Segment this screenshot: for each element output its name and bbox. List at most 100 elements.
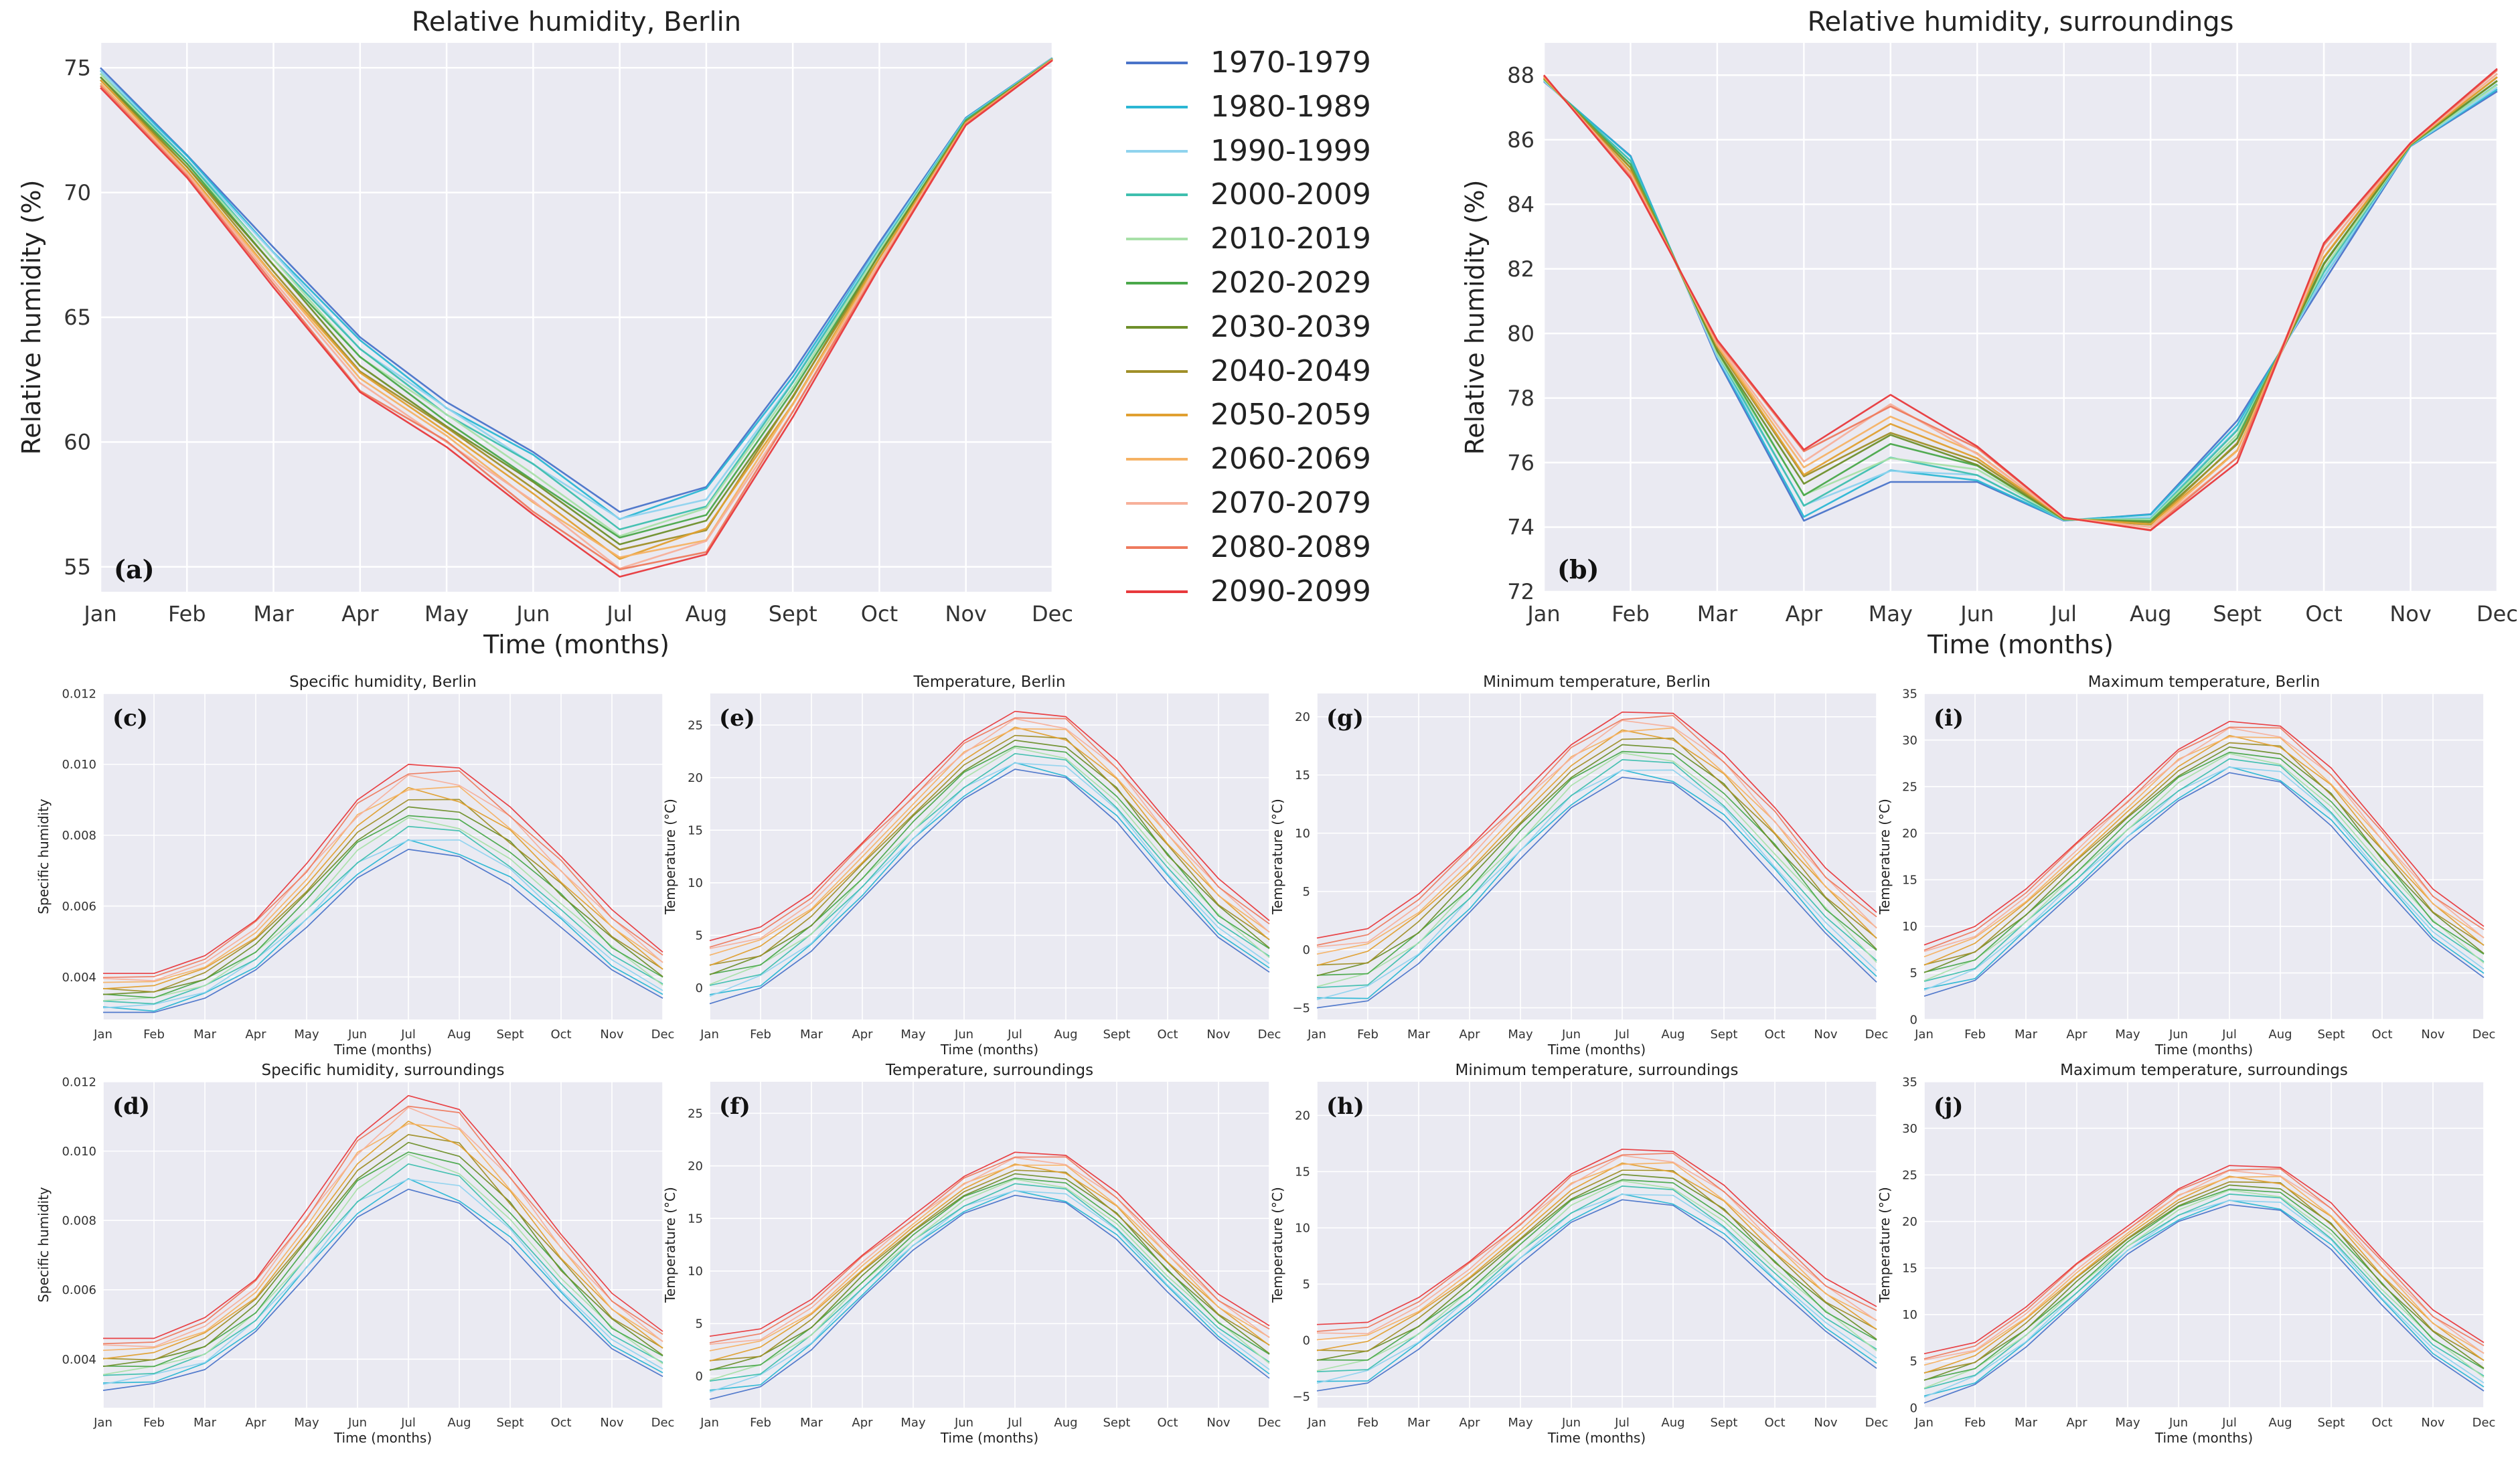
series-line-2000-2009 xyxy=(1316,759,1877,989)
series-line-2040-2049 xyxy=(1923,1181,2485,1374)
legend-item: 1990-1999 xyxy=(1117,130,1398,174)
x-tick-label: Mar xyxy=(2015,1416,2038,1430)
panel-b: 72 74 76 78 80 82 84 86 88 Jan Feb Mar Apr May Jun Jul A… xyxy=(1460,7,2518,659)
legend: 1970-1979 1980-1989 1990-1999 2000-2009 2010… xyxy=(1117,42,1398,614)
series-line-1990-1999 xyxy=(100,57,1053,520)
x-tick-label: Aug xyxy=(447,1028,471,1042)
legend-label: 2070-2079 xyxy=(1210,485,1371,520)
x-tick-label: Jun xyxy=(1561,1416,1581,1430)
series-line-2010-2019 xyxy=(1316,1180,1877,1372)
legend-label: 2010-2019 xyxy=(1210,222,1371,256)
y-tick-label: 10 xyxy=(1902,920,1917,934)
y-tick-label: 5 xyxy=(696,1317,703,1331)
y-tick-label: 5 xyxy=(1910,967,1917,981)
x-tick-label: Jun xyxy=(515,601,550,627)
panel-label: (e) xyxy=(719,705,755,732)
x-tick-label: Apr xyxy=(2066,1416,2088,1430)
series-line-2000-2009 xyxy=(1923,1194,2485,1390)
chart-title: Temperature, Berlin xyxy=(913,673,1065,691)
x-tick-label: Sept xyxy=(1103,1416,1131,1430)
x-axis-label: Time (months) xyxy=(483,630,670,659)
x-tick-label: Sept xyxy=(1711,1416,1738,1430)
legend-swatch xyxy=(1126,193,1188,197)
series-line-1970-1979 xyxy=(102,1188,663,1391)
y-tick-label: 75 xyxy=(64,55,91,80)
y-tick-label: 35 xyxy=(1902,687,1917,701)
legend-swatch xyxy=(1126,414,1188,417)
series-line-2080-2089 xyxy=(709,1156,1270,1343)
legend-item: 2080-2089 xyxy=(1117,526,1398,570)
legend-item: 2070-2079 xyxy=(1117,482,1398,526)
y-tick-label: 15 xyxy=(1902,1262,1917,1276)
legend-label: 2020-2029 xyxy=(1210,265,1371,300)
series-line-2080-2089 xyxy=(102,770,663,979)
x-tick-label: May xyxy=(424,601,469,627)
series-line-2090-2099 xyxy=(1923,1165,2485,1355)
series-line-2060-2069 xyxy=(1923,736,2485,958)
panel-label: (b) xyxy=(1557,554,1599,584)
y-tick-label: 0.004 xyxy=(62,971,96,985)
legend-item: 2010-2019 xyxy=(1117,218,1398,262)
x-tick-label: Sept xyxy=(497,1028,524,1042)
y-tick-label: 30 xyxy=(1902,734,1917,748)
x-tick-label: May xyxy=(1508,1028,1533,1042)
x-tick-label: Apr xyxy=(245,1028,266,1042)
series-line-2090-2099 xyxy=(1316,1148,1877,1325)
series-line-2040-2049 xyxy=(102,1134,663,1361)
plot-area-i xyxy=(1924,693,2484,1019)
x-tick-label: Jun xyxy=(347,1416,367,1430)
series-line-2010-2019 xyxy=(1316,752,1877,987)
series-line-2050-2059 xyxy=(1923,734,2485,966)
x-tick-label: Dec xyxy=(1865,1416,1889,1430)
series-line-2070-2079 xyxy=(100,59,1053,570)
x-tick-label: Nov xyxy=(945,601,987,627)
series-line-2030-2039 xyxy=(1543,78,2498,523)
series-line-1980-1989 xyxy=(1316,769,1877,999)
series-line-2030-2039 xyxy=(1316,744,1877,977)
x-tick-label: Jan xyxy=(93,1028,112,1042)
x-tick-label: Dec xyxy=(1258,1416,1281,1430)
y-axis-label: Temperature (°C) xyxy=(1269,1187,1285,1303)
y-tick-label: 65 xyxy=(64,305,91,330)
plot-area-j xyxy=(1924,1082,2484,1408)
series-line-2000-2009 xyxy=(1316,1185,1877,1372)
series-line-2070-2079 xyxy=(709,718,1270,949)
series-line-1990-1999 xyxy=(1923,766,2485,991)
panel-label: (h) xyxy=(1326,1093,1364,1120)
panel-i: 0 5 10 15 20 25 30 35 Jan Feb Mar Apr May Jun Jul Aug Se… xyxy=(1877,673,2495,1058)
x-tick-label: Sept xyxy=(1711,1028,1738,1042)
x-tick-label: Oct xyxy=(1764,1416,1785,1430)
legend-swatch xyxy=(1126,281,1188,284)
y-axis-label: Temperature (°C) xyxy=(1269,799,1285,915)
series-line-2090-2099 xyxy=(1923,720,2485,946)
legend-swatch xyxy=(1126,501,1188,505)
legend-item: 1980-1989 xyxy=(1117,86,1398,130)
x-tick-label: Jun xyxy=(2169,1028,2188,1042)
y-tick-label: 0 xyxy=(1303,943,1310,957)
series-line-2010-2019 xyxy=(709,1178,1270,1381)
x-tick-label: Jun xyxy=(2169,1416,2188,1430)
legend-swatch xyxy=(1126,238,1188,241)
y-tick-label: 0.012 xyxy=(62,1075,96,1089)
series-line-2060-2069 xyxy=(709,728,1270,956)
x-tick-label: Feb xyxy=(1611,601,1650,627)
y-tick-label: 0.006 xyxy=(62,1283,96,1297)
x-tick-label: Jan xyxy=(82,601,116,627)
panel-h: −5 0 5 10 15 20 Jan Feb Mar Apr May Jun Jul Aug Sept Oc… xyxy=(1269,1062,1888,1446)
y-tick-label: 80 xyxy=(1507,321,1534,346)
y-tick-label: 0.010 xyxy=(62,758,96,772)
x-tick-label: Jul xyxy=(2221,1416,2237,1430)
x-axis-label: Time (months) xyxy=(1927,630,2114,659)
x-tick-label: Nov xyxy=(2389,601,2431,627)
x-tick-label: Mar xyxy=(193,1416,217,1430)
x-tick-label: Jul xyxy=(1007,1028,1022,1042)
series-line-2050-2059 xyxy=(1316,1162,1877,1352)
y-tick-label: 20 xyxy=(1902,1215,1917,1229)
y-tick-label: 55 xyxy=(64,554,91,580)
x-tick-label: Apr xyxy=(852,1416,873,1430)
plot-area-b xyxy=(1544,43,2497,592)
series-line-2010-2019 xyxy=(1923,752,2485,981)
y-tick-label: 0 xyxy=(1910,1401,1917,1415)
panel-j: 0 5 10 15 20 25 30 35 Jan Feb Mar Apr May Jun Jul Aug Se… xyxy=(1877,1062,2495,1446)
y-tick-label: −5 xyxy=(1292,1001,1310,1015)
